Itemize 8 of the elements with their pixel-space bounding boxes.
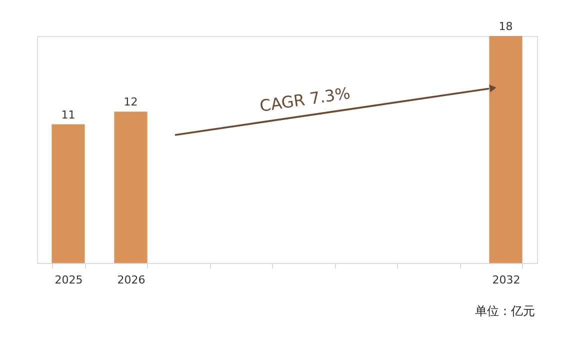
x-tick-label: 2025 bbox=[54, 274, 83, 286]
data-label: 18 bbox=[498, 20, 513, 33]
data-label: 11 bbox=[61, 108, 76, 122]
data-label: 12 bbox=[124, 96, 138, 109]
x-tick-label: 2026 bbox=[117, 274, 146, 286]
x-tick-label: 2032 bbox=[492, 274, 520, 286]
annotation: CAGR 7.3% bbox=[258, 83, 352, 116]
text: 单位：亿元 bbox=[475, 304, 535, 318]
